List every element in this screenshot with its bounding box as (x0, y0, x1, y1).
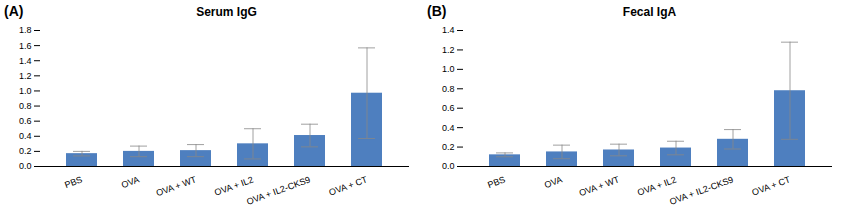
svg-text:1.8: 1.8 (19, 25, 32, 35)
svg-text:0.4: 0.4 (442, 123, 455, 133)
svg-text:PBS: PBS (63, 174, 83, 190)
svg-text:1.6: 1.6 (19, 40, 32, 50)
svg-text:0.0: 0.0 (442, 161, 455, 171)
html-text:(A): (A) (4, 3, 24, 19)
svg-text:1.0: 1.0 (19, 86, 32, 96)
svg-text:0.0: 0.0 (19, 161, 32, 171)
svg-text:0.2: 0.2 (442, 142, 455, 152)
svg-text:OVA + IL2: OVA + IL2 (636, 174, 678, 197)
svg-text:0.4: 0.4 (19, 131, 32, 141)
svg-text:0.6: 0.6 (19, 116, 32, 126)
svg-text:0.2: 0.2 (19, 146, 32, 156)
svg-text:1.0: 1.0 (442, 64, 455, 74)
svg-text:OVA + WT: OVA + WT (578, 174, 621, 198)
html-text:Serum IgG: Serum IgG (196, 5, 257, 19)
svg-text:1.4: 1.4 (19, 56, 32, 66)
svg-text:1.2: 1.2 (19, 71, 32, 81)
svg-text:OVA: OVA (543, 174, 564, 190)
svg-text:0.6: 0.6 (442, 103, 455, 113)
svg-text:OVA + CT: OVA + CT (751, 174, 793, 197)
svg-text:1.2: 1.2 (442, 45, 455, 55)
svg-text:OVA + CT: OVA + CT (328, 174, 370, 197)
svg-text:OVA + IL2: OVA + IL2 (213, 174, 255, 197)
svg-text:PBS: PBS (486, 174, 506, 190)
svg-text:OVA + IL2-CKS9: OVA + IL2-CKS9 (668, 174, 734, 206)
svg-text:1.4: 1.4 (442, 25, 455, 35)
svg-text:OVA + WT: OVA + WT (155, 174, 198, 198)
svg-text:OVA + IL2-CKS9: OVA + IL2-CKS9 (245, 174, 311, 206)
svg-text:0.8: 0.8 (19, 101, 32, 111)
svg-text:0.8: 0.8 (442, 84, 455, 94)
html-text:(B): (B) (427, 3, 447, 19)
html-text:Fecal IgA: Fecal IgA (622, 5, 677, 19)
svg-text:OVA: OVA (120, 174, 141, 190)
